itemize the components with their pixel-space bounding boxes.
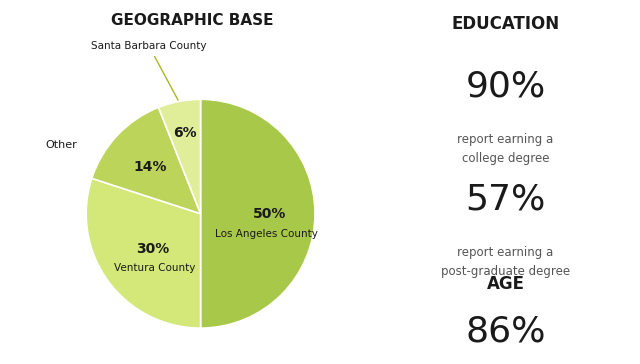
Text: Santa Barbara County: Santa Barbara County: [92, 41, 207, 100]
Text: 86%: 86%: [465, 315, 546, 349]
Text: Other: Other: [45, 140, 77, 150]
Title: GEOGRAPHIC BASE: GEOGRAPHIC BASE: [111, 13, 273, 28]
Text: Ventura County: Ventura County: [114, 263, 195, 273]
Text: AGE: AGE: [486, 275, 525, 293]
Text: 50%: 50%: [253, 207, 286, 221]
Wedge shape: [92, 107, 200, 214]
Text: 14%: 14%: [134, 160, 167, 174]
Wedge shape: [200, 99, 315, 328]
Text: 90%: 90%: [465, 69, 546, 103]
Text: Los Angeles County: Los Angeles County: [216, 229, 318, 239]
Text: report earning a
college degree: report earning a college degree: [458, 133, 554, 165]
Wedge shape: [86, 178, 200, 328]
Text: 6%: 6%: [173, 126, 197, 140]
Wedge shape: [159, 99, 200, 214]
Text: report earning a
post-graduate degree: report earning a post-graduate degree: [441, 246, 570, 278]
Text: 30%: 30%: [136, 242, 169, 256]
Text: EDUCATION: EDUCATION: [452, 15, 559, 32]
Text: 57%: 57%: [465, 182, 546, 216]
